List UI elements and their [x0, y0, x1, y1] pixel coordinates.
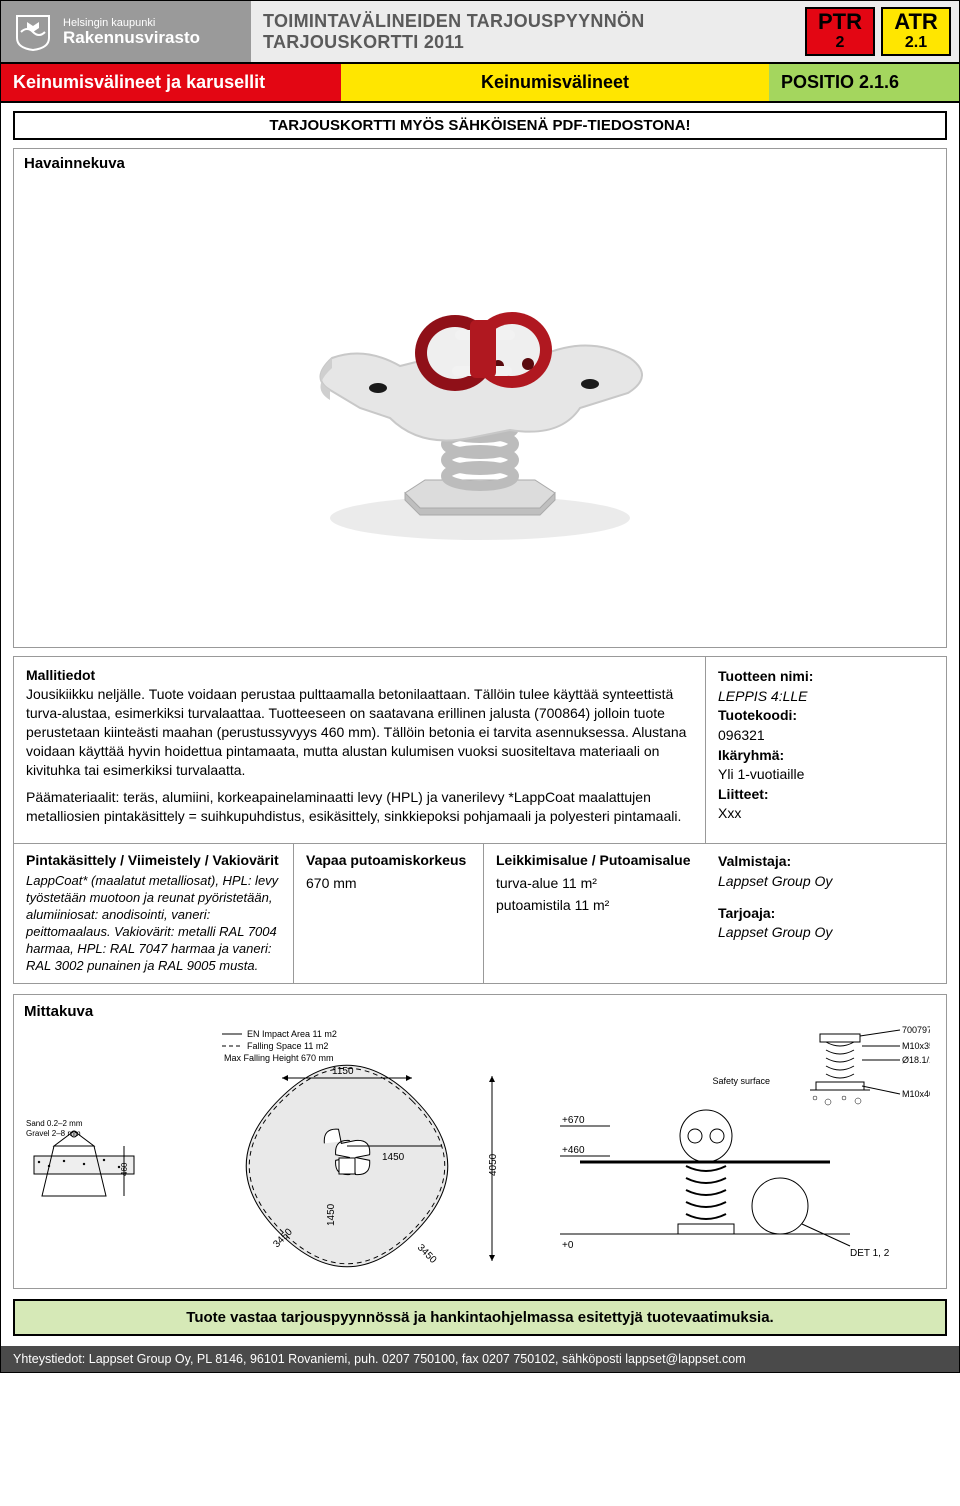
org-big: Rakennusvirasto [63, 29, 200, 46]
mallitiedot: Mallitiedot Jousikiikku neljälle. Tuote … [14, 657, 706, 843]
label-det: DET 1, 2 [850, 1248, 890, 1259]
dim-4050: 4050 [488, 1153, 499, 1176]
dim-1450a: 1450 [382, 1152, 405, 1163]
mallitiedot-p2: Päämateriaalit: teräs, alumiini, korkeap… [26, 788, 693, 826]
product-illustration [270, 238, 690, 558]
position-code: POSITIO 2.1.6 [769, 64, 959, 101]
meta-liit-v: Xxx [718, 804, 934, 824]
legend-1: EN Impact Area 11 m2 [247, 1029, 337, 1039]
category-main: Keinumisvälineet ja karusellit [1, 64, 341, 101]
meta-liit-k: Liitteet: [718, 785, 934, 805]
label-700797: 700797 [902, 1026, 930, 1035]
meta-ika-k: Ikäryhmä: [718, 746, 934, 766]
category-sub: Keinumisvälineet [341, 64, 769, 101]
mittakuva-box: Mittakuva Sand 0.2–2 mm Gravel 2–8 mm [13, 994, 947, 1289]
page: Helsingin kaupunki Rakennusvirasto TOIMI… [0, 0, 960, 1373]
meta-koodi-k: Tuotekoodi: [718, 706, 934, 726]
legend-2: Falling Space 11 m2 [247, 1041, 328, 1051]
product-image-box: Havainnekuva [13, 148, 947, 648]
product-meta: Tuotteen nimi: LEPPIS 4:LLE Tuotekoodi: … [706, 657, 946, 843]
label-m10x40: M10x40 [902, 1089, 930, 1099]
spec-area: Leikkimisalue / Putoamisalue turva-alue … [484, 844, 706, 982]
badges: PTR 2 ATR 2.1 [797, 1, 959, 62]
badge-ptr-val: 2 [807, 33, 873, 52]
spec-row: Pintakäsittely / Viimeistely / Vakioväri… [14, 843, 706, 982]
mallitiedot-p1: Jousikiikku neljälle. Tuote voidaan peru… [26, 685, 693, 779]
legend-3: Max Falling Height 670 mm [224, 1053, 334, 1063]
badge-atr-label: ATR [883, 11, 949, 33]
spec-finish: Pintakäsittely / Viimeistely / Vakioväri… [14, 844, 294, 982]
doc-title-2: TARJOUSKORTTI 2011 [263, 32, 645, 53]
doc-title: TOIMINTAVÄLINEIDEN TARJOUSPYYNNÖN TARJOU… [251, 1, 797, 62]
header: Helsingin kaupunki Rakennusvirasto TOIMI… [1, 1, 959, 64]
dim-3450b: 3450 [415, 1242, 439, 1266]
contact-footer: Yhteystiedot: Lappset Group Oy, PL 8146,… [1, 1346, 959, 1372]
spec-area-v1: turva-alue 11 m² [496, 875, 694, 891]
compliance-banner: Tuote vastaa tarjouspyynnössä ja hankint… [13, 1299, 947, 1336]
label-safety: Safety surface [712, 1076, 770, 1086]
info-grid: Mallitiedot Jousikiikku neljälle. Tuote … [13, 656, 947, 983]
spec-finish-h: Pintakäsittely / Viimeistely / Vakioväri… [26, 852, 281, 869]
dim-1150: 1150 [332, 1066, 354, 1077]
spec-area-h: Leikkimisalue / Putoamisalue [496, 852, 694, 869]
lvl-0: +0 [562, 1240, 574, 1251]
badge-atr-val: 2.1 [883, 33, 949, 52]
org-small: Helsingin kaupunki [63, 18, 200, 29]
spec-area-v2: putoamistila 11 m² [496, 897, 694, 913]
badge-atr: ATR 2.1 [881, 7, 951, 56]
tarj-v: Lappset Group Oy [718, 923, 934, 943]
image-label: Havainnekuva [24, 155, 125, 172]
valm-v: Lappset Group Oy [718, 872, 934, 892]
meta-koodi-v: 096321 [718, 726, 934, 746]
meta-nimi-k: Tuotteen nimi: [718, 667, 934, 687]
org-logo-block: Helsingin kaupunki Rakennusvirasto [1, 1, 251, 62]
mallitiedot-heading: Mallitiedot [26, 667, 693, 683]
category-row: Keinumisvälineet ja karusellit Keinumisv… [1, 64, 959, 103]
doc-title-1: TOIMINTAVÄLINEIDEN TARJOUSPYYNNÖN [263, 11, 645, 32]
tarj-k: Tarjoaja: [718, 904, 934, 924]
badge-ptr: PTR 2 [805, 7, 875, 56]
spec-fall-h: Vapaa putoamiskorkeus [306, 852, 471, 869]
label-o18: Ø18.1/10.2 [902, 1055, 930, 1065]
city-crest-icon [13, 12, 53, 52]
diagram-plan: EN Impact Area 11 m2 Falling Space 11 m2… [162, 1026, 532, 1276]
meta-ika-v: Yli 1-vuotiaille [718, 765, 934, 785]
lvl-460: +460 [562, 1145, 585, 1156]
dim-1450b: 1450 [326, 1203, 337, 1226]
meta-nimi-v: LEPPIS 4:LLE [718, 687, 934, 707]
label-m10x35: M10x35 [902, 1041, 930, 1051]
supplier-meta: Valmistaja: Lappset Group Oy Tarjoaja: L… [706, 843, 946, 982]
spec-finish-b: LappCoat* (maalatut metalliosat), HPL: l… [26, 873, 281, 974]
pdf-banner: TARJOUSKORTTI MYÖS SÄHKÖISENÄ PDF-TIEDOS… [13, 111, 947, 140]
spec-fall-v: 670 mm [306, 875, 471, 891]
valm-k: Valmistaja: [718, 852, 934, 872]
spec-fallheight: Vapaa putoamiskorkeus 670 mm [294, 844, 484, 982]
lvl-670: +670 [562, 1115, 585, 1126]
dim-sand: Sand 0.2–2 mm [26, 1119, 83, 1128]
mittakuva-label: Mittakuva [24, 1003, 936, 1020]
diagram-elevation: Safety surface 700797 M10x35 Ø18.1/10.2 … [550, 1026, 930, 1276]
svg-text:460: 460 [120, 1162, 129, 1176]
diagram-foundation-small: Sand 0.2–2 mm Gravel 2–8 mm 460 [24, 1026, 144, 1206]
badge-ptr-label: PTR [807, 11, 873, 33]
